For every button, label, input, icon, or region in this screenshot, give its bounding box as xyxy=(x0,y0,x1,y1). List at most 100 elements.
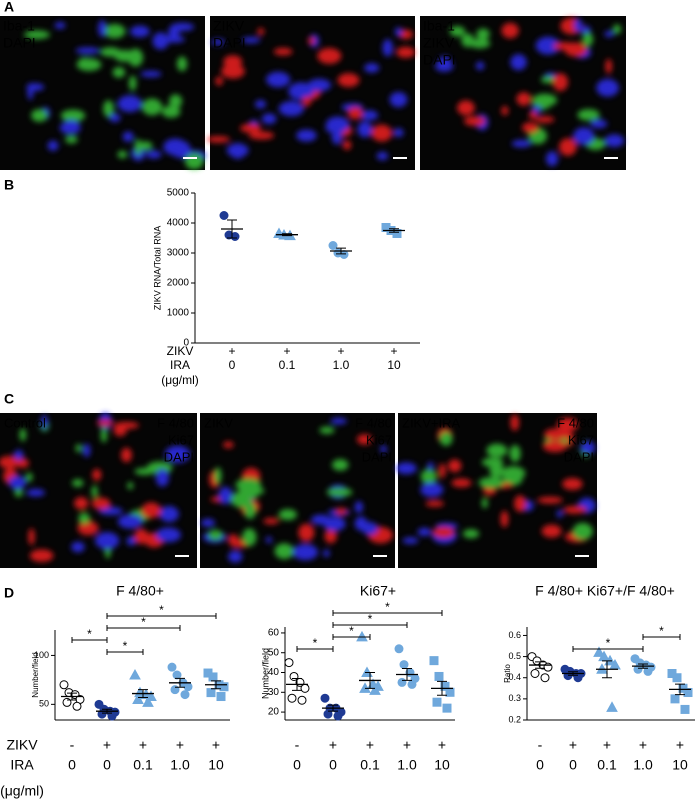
cell xyxy=(438,463,446,479)
significance-bracket xyxy=(332,634,371,640)
point xyxy=(219,211,229,220)
significance-bracket xyxy=(572,646,644,652)
stain-label: DAPI xyxy=(3,35,36,51)
cell xyxy=(117,514,143,529)
cell xyxy=(164,445,191,463)
cell xyxy=(559,138,577,156)
cell xyxy=(25,472,33,482)
x-tick-label: 0.1 xyxy=(360,757,380,773)
error-bar xyxy=(638,663,648,669)
significance-bracket xyxy=(642,634,681,640)
cell xyxy=(257,28,265,36)
y-tick-label: 0.6 xyxy=(508,630,521,640)
cell xyxy=(393,128,404,138)
cell xyxy=(78,512,91,525)
cell xyxy=(248,131,275,140)
cell xyxy=(324,529,337,544)
cell xyxy=(501,105,509,116)
significance-bracket xyxy=(332,622,408,628)
cell xyxy=(201,518,216,527)
cell xyxy=(103,100,114,118)
cell xyxy=(522,122,539,133)
chart-title: Ki67+ xyxy=(360,583,396,599)
x-tick-label: + xyxy=(228,344,235,358)
point xyxy=(593,646,605,657)
error-bar xyxy=(389,228,399,233)
cell xyxy=(462,529,480,539)
stain-label: DAPI xyxy=(564,449,594,464)
point xyxy=(300,683,310,693)
cell xyxy=(478,477,505,489)
cell xyxy=(356,434,372,445)
cell xyxy=(402,537,419,544)
cell xyxy=(544,428,568,440)
cell xyxy=(382,39,393,57)
point xyxy=(530,669,540,678)
cell xyxy=(155,468,169,487)
x-tick-label: - xyxy=(295,737,300,753)
cell xyxy=(516,92,532,106)
cell xyxy=(553,42,578,51)
cell xyxy=(577,109,600,121)
y-axis-label: Number/field xyxy=(31,652,40,697)
cell xyxy=(141,502,162,519)
cell xyxy=(162,35,186,43)
y-tick-label: 0.2 xyxy=(508,714,521,724)
significance-bracket xyxy=(106,613,217,619)
cell xyxy=(141,98,163,116)
x-tick-label: 0 xyxy=(68,757,76,773)
cell xyxy=(332,459,349,471)
point xyxy=(397,677,407,687)
error-bar xyxy=(568,671,578,676)
row-label: IRA xyxy=(10,757,34,773)
cell xyxy=(266,71,291,88)
cell xyxy=(54,21,66,29)
y-tick-label: 100 xyxy=(34,650,49,660)
cell xyxy=(420,469,437,485)
cell xyxy=(176,56,188,72)
point xyxy=(429,656,439,666)
cell xyxy=(14,488,23,498)
point xyxy=(680,704,690,714)
cell xyxy=(27,83,34,100)
stain-label: DAPI xyxy=(164,449,194,464)
cell xyxy=(161,105,181,118)
x-tick-label: + xyxy=(366,737,374,753)
cell xyxy=(228,534,239,545)
cell xyxy=(98,506,123,516)
point xyxy=(142,696,154,707)
cell xyxy=(481,457,504,468)
cell xyxy=(572,522,593,540)
y-axis-label: ZIKV RNA/Total RNA xyxy=(152,226,162,311)
cell xyxy=(91,485,98,498)
cell xyxy=(535,36,561,55)
cell xyxy=(542,440,568,453)
y-tick-label: 0.5 xyxy=(508,651,521,661)
x-tick-label: 0 xyxy=(536,757,544,773)
cell xyxy=(509,444,521,463)
cell xyxy=(501,22,519,39)
y-tick-label: 40 xyxy=(268,667,280,678)
micrograph: ZIKV F 4/80 Ki67 DAPI xyxy=(200,413,395,568)
x-tick-label: + xyxy=(603,737,611,753)
stain-label: F 4/80 xyxy=(157,415,194,430)
point xyxy=(216,692,226,702)
point xyxy=(369,684,381,695)
chart-title: F 4/80+ Ki67+/F 4/80+ xyxy=(535,583,675,599)
row-label: IRA xyxy=(170,358,190,372)
cell xyxy=(223,441,234,449)
panel-letter: D xyxy=(4,585,14,601)
cell xyxy=(130,25,150,38)
x-tick-label: 10 xyxy=(434,757,450,773)
cell xyxy=(580,25,591,35)
cell xyxy=(288,82,314,101)
stain-label: ZIKV xyxy=(423,35,455,51)
cell xyxy=(31,109,48,122)
x-tick-label: + xyxy=(283,344,290,358)
cell xyxy=(540,99,556,106)
cell xyxy=(590,119,608,129)
cell xyxy=(331,127,343,145)
x-tick-label: 1.0 xyxy=(333,358,350,372)
